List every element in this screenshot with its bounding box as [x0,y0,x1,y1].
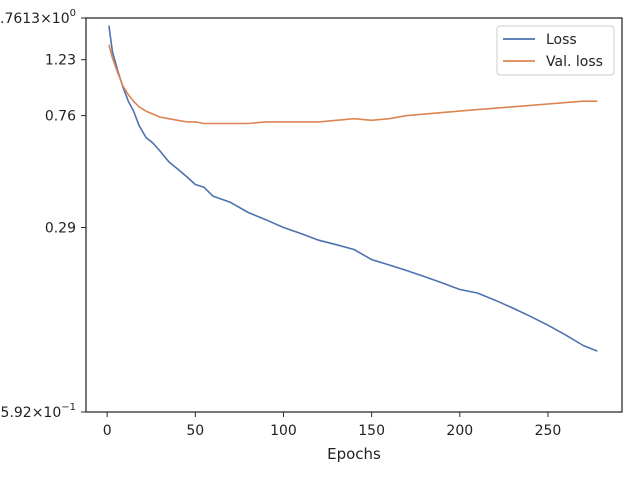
y-tick-label: 5.92×10−1 [1,402,76,421]
series-line-loss [108,25,598,352]
y-tick-label: 0.76 [45,109,76,125]
legend-label-val-loss: Val. loss [546,54,603,70]
x-tick-label: 200 [446,423,473,439]
x-tick-label: 100 [270,423,297,439]
x-tick-label: 250 [535,423,562,439]
plot-frame [85,17,623,413]
y-tick-label: 1.23 [45,53,76,69]
y-tick-label: 1.7613×100 [0,8,76,27]
x-tick-label: 0 [103,423,112,439]
x-axis-label: Epochs [327,445,381,463]
legend: Loss Val. loss [496,25,615,76]
x-tick-label: 150 [358,423,385,439]
x-tick-label: 50 [186,423,204,439]
series-layer [108,25,598,352]
legend-label-loss: Loss [546,32,577,48]
y-axis-ticks: 1.7613×100 1.23 0.76 0.29 5.92×10−1 [0,8,86,421]
series-line-val-loss [108,44,598,125]
x-axis-ticks: 0 50 100 150 200 250 [103,412,562,439]
y-tick-label: 0.29 [45,220,76,236]
